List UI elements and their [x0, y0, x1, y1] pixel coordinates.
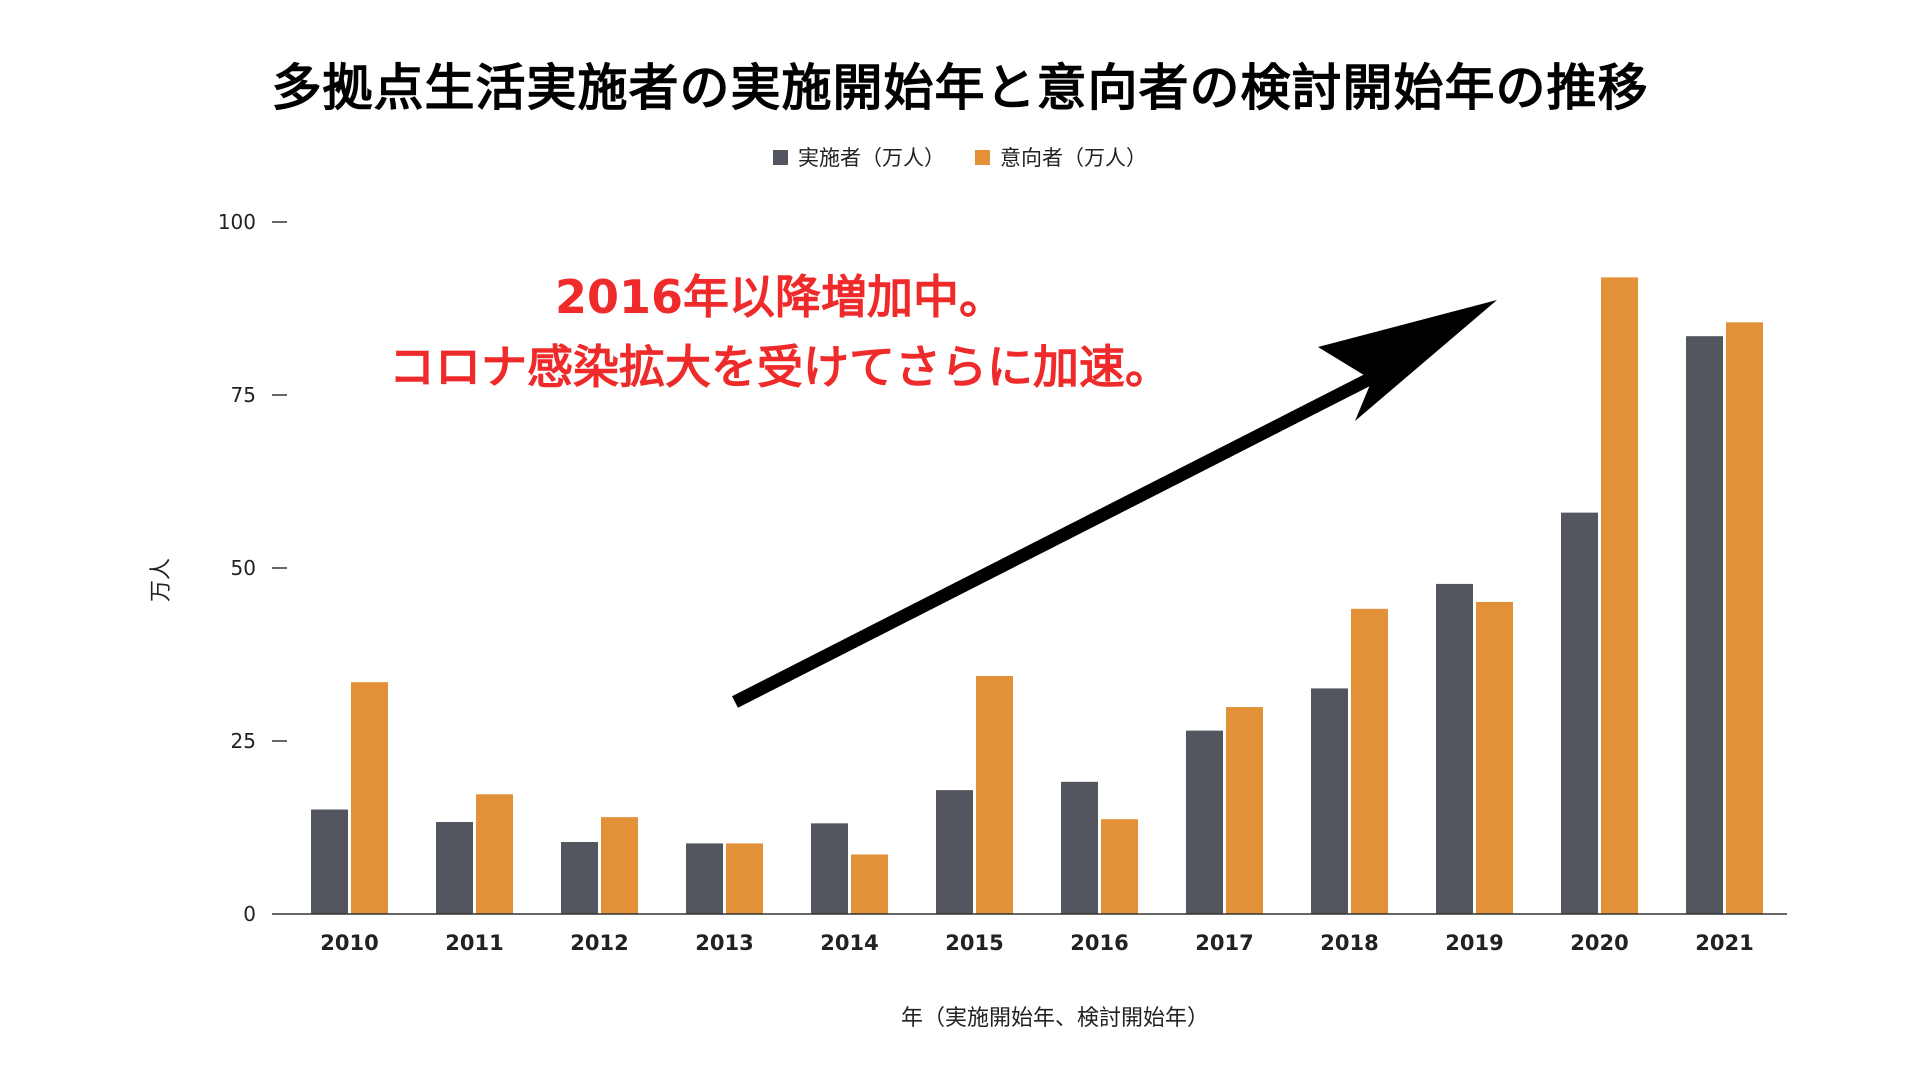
bar-intenders-2011	[476, 794, 513, 914]
trend-arrow-shaft	[732, 360, 1398, 708]
bar-intenders-2012	[601, 817, 638, 914]
x-tick-label: 2021	[1695, 931, 1753, 955]
legend-label-intenders: 意向者（万人）	[1000, 146, 1147, 170]
y-tick-label: 25	[231, 729, 256, 753]
legend-label-implementers: 実施者（万人）	[798, 146, 945, 170]
y-tick-label: 50	[231, 556, 256, 580]
x-tick-label: 2015	[945, 931, 1003, 955]
x-axis-title: 年（実施開始年、検討開始年）	[901, 1006, 1209, 1031]
bar-intenders-2017	[1226, 707, 1263, 914]
bar-implementers-2019	[1436, 583, 1473, 914]
bar-intenders-2010	[351, 682, 388, 914]
bar-implementers-2021	[1686, 336, 1723, 914]
x-tick-label: 2019	[1445, 931, 1503, 955]
x-tick-label: 2016	[1070, 931, 1128, 955]
legend: 実施者（万人） 意向者（万人）	[0, 142, 1920, 172]
bar-intenders-2019	[1476, 601, 1513, 914]
x-tick-label: 2012	[570, 931, 628, 955]
y-axis-title: 万人	[149, 558, 174, 602]
bar-implementers-2018	[1311, 688, 1348, 914]
trend-arrow	[732, 300, 1497, 708]
legend-item-intenders[interactable]: 意向者（万人）	[975, 142, 1147, 172]
bar-intenders-2014	[851, 854, 888, 914]
bar-implementers-2013	[686, 843, 723, 914]
y-axis: 0 25 50 75 100	[218, 210, 287, 926]
bar-intenders-2021	[1726, 322, 1763, 915]
y-tick-label: 0	[243, 902, 256, 926]
x-tick-label: 2011	[445, 931, 503, 955]
bar-implementers-2010	[311, 809, 348, 914]
bar-implementers-2015	[936, 790, 973, 914]
bar-implementers-2017	[1186, 730, 1223, 914]
bar-implementers-2011	[436, 821, 473, 914]
bar-intenders-2018	[1351, 608, 1388, 914]
bar-intenders-2016	[1101, 819, 1138, 914]
y-tick-label: 100	[218, 210, 256, 234]
y-tick-label: 75	[231, 383, 256, 407]
legend-item-implementers[interactable]: 実施者（万人）	[773, 142, 945, 172]
annotation: 2016年以降増加中。 コロナ感染拡大を受けてさらに加速。	[340, 262, 1220, 402]
x-tick-label: 2014	[820, 931, 878, 955]
bar-implementers-2020	[1561, 512, 1598, 914]
legend-swatch-implementers	[773, 149, 788, 165]
x-tick-label: 2020	[1570, 931, 1628, 955]
bar-intenders-2015	[976, 675, 1013, 914]
x-axis: 2010 2011 2012 2013 2014 2015 2016 2017 2018 2019…	[287, 913, 1787, 955]
annotation-line-2: コロナ感染拡大を受けてさらに加速。	[389, 340, 1171, 394]
bar-implementers-2014	[811, 823, 848, 914]
trend-arrow-head	[1318, 300, 1497, 421]
x-tick-label: 2018	[1320, 931, 1378, 955]
x-tick-label: 2017	[1195, 931, 1253, 955]
legend-swatch-intenders	[975, 149, 990, 165]
annotation-line-1: 2016年以降増加中。	[554, 270, 1006, 324]
x-tick-label: 2013	[695, 931, 753, 955]
bar-intenders-2020	[1601, 277, 1638, 914]
chart-title: 多拠点生活実施者の実施開始年と意向者の検討開始年の推移	[271, 59, 1649, 117]
bar-implementers-2016	[1061, 781, 1098, 914]
bars	[311, 277, 1763, 915]
bar-intenders-2013	[726, 843, 763, 914]
x-tick-label: 2010	[320, 931, 378, 955]
bar-implementers-2012	[561, 842, 598, 914]
